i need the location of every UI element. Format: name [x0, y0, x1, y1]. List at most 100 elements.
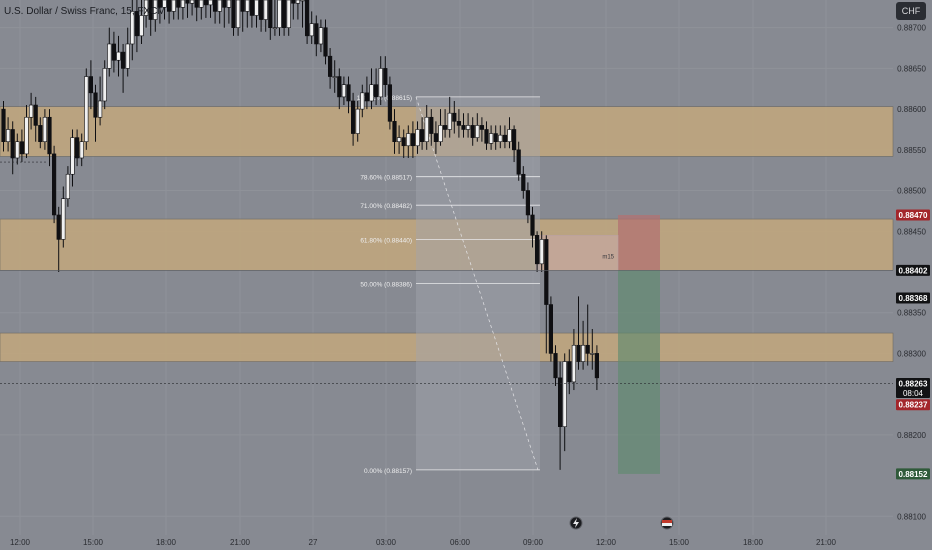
candle-bearish — [461, 113, 466, 138]
candle-body — [199, 0, 204, 8]
price-label-red[interactable]: 0.88237 — [896, 399, 930, 411]
flag-stripe — [662, 520, 672, 523]
price-label-bg — [896, 264, 930, 276]
candle-body — [350, 100, 356, 134]
currency-button[interactable]: CHF — [896, 2, 926, 20]
candle-bearish — [249, 0, 255, 28]
candle-bearish — [493, 125, 498, 150]
x-tick-label: 15:00 — [83, 538, 104, 547]
x-tick-label: 09:00 — [523, 538, 544, 547]
x-tick-label: 21:00 — [230, 538, 251, 547]
candle-body — [534, 235, 540, 265]
stop-loss-area[interactable] — [618, 214, 660, 271]
candle-bullish — [226, 0, 232, 24]
candle-body — [121, 51, 126, 69]
candle-bearish — [557, 361, 563, 470]
candle-body — [562, 361, 567, 427]
price-label-red[interactable]: 0.88470 — [896, 209, 930, 221]
candle-body — [488, 133, 494, 144]
candle-body — [51, 153, 57, 216]
candle-body — [249, 0, 255, 16]
candle-bearish — [544, 235, 549, 354]
candle-body — [42, 116, 47, 142]
y-tick-label: 0.88100 — [897, 512, 926, 521]
candle-bearish — [323, 19, 328, 65]
candle-bullish — [125, 27, 130, 77]
candle-bullish — [190, 0, 195, 16]
candle-bullish — [286, 0, 291, 36]
candle-body — [61, 198, 66, 240]
candle-bullish — [415, 121, 420, 154]
price-label-dark[interactable]: 0.88368 — [896, 292, 930, 304]
candle-body — [415, 129, 420, 147]
candle-bullish — [15, 133, 20, 165]
candle-bearish — [401, 129, 406, 158]
candle-body — [364, 92, 370, 102]
price-label-bg — [896, 292, 930, 304]
candle-bullish — [28, 92, 34, 130]
lightning-event-icon[interactable] — [569, 516, 583, 530]
m15-box[interactable] — [535, 235, 619, 271]
take-profit-area[interactable] — [618, 270, 660, 474]
candle-bearish — [521, 166, 526, 199]
candle-body — [75, 137, 80, 159]
supply-demand-zones — [0, 106, 894, 362]
candle-body — [217, 0, 222, 12]
candle-bullish — [139, 0, 144, 44]
candle-body — [401, 137, 406, 147]
candle-bearish — [88, 60, 93, 110]
candle-bearish — [111, 31, 116, 73]
candle-bullish — [263, 0, 268, 32]
candle-body — [56, 214, 61, 240]
price-label-dark[interactable]: 0.88402 — [896, 264, 930, 276]
price-axis[interactable]: 0.88700 0.88650 0.88600 0.88550 0.88500 0.884… — [896, 24, 930, 522]
candle-body — [580, 344, 586, 362]
x-tick-label: 12:00 — [596, 538, 617, 547]
candle-body — [323, 27, 328, 57]
zone — [0, 218, 894, 271]
candle-body — [240, 0, 245, 12]
candle-bearish — [585, 304, 590, 366]
price-label-bg — [896, 399, 930, 411]
candle-bullish — [162, 0, 167, 20]
candle-body — [461, 125, 466, 130]
candle-body — [557, 377, 563, 427]
candle-bearish — [33, 96, 38, 142]
candle-bearish — [456, 109, 462, 138]
candle-body — [318, 27, 324, 45]
candle-body — [286, 0, 291, 28]
candle-body — [456, 121, 462, 126]
candle-body — [144, 0, 149, 16]
candle-bearish — [240, 0, 245, 32]
time-axis[interactable]: 12:00 15:00 18:00 21:00 27 03:00 06:00 09:00 12:… — [10, 538, 837, 547]
candle-bullish — [102, 60, 107, 110]
candle-body — [10, 129, 15, 159]
candle-body — [130, 11, 135, 45]
candle-bullish — [590, 328, 595, 370]
candle-bearish — [176, 0, 181, 20]
x-tick-label: 03:00 — [376, 538, 397, 547]
event-icons[interactable] — [569, 516, 674, 530]
fib-level-label: 100.00% (0.88615) — [357, 95, 412, 102]
candle-body — [263, 0, 268, 20]
candle-body — [93, 92, 98, 118]
price-label-green[interactable]: 0.88152 — [896, 468, 930, 480]
candle-bullish — [79, 133, 84, 167]
position-tool[interactable]: m15 — [535, 214, 660, 474]
candle-bullish — [341, 76, 347, 106]
candle-bearish — [594, 345, 599, 391]
candle-body — [594, 353, 599, 379]
candle-body — [419, 129, 425, 142]
candle-bearish — [350, 92, 356, 146]
candle-bearish — [56, 206, 61, 272]
candle-body — [148, 0, 153, 20]
candle-body — [157, 0, 163, 8]
candle-body — [521, 173, 526, 191]
candle-body — [475, 125, 480, 138]
flag-event-icon[interactable] — [660, 516, 674, 530]
candle-body — [544, 239, 549, 305]
candle-bullish — [98, 76, 103, 126]
candle-body — [281, 0, 287, 28]
